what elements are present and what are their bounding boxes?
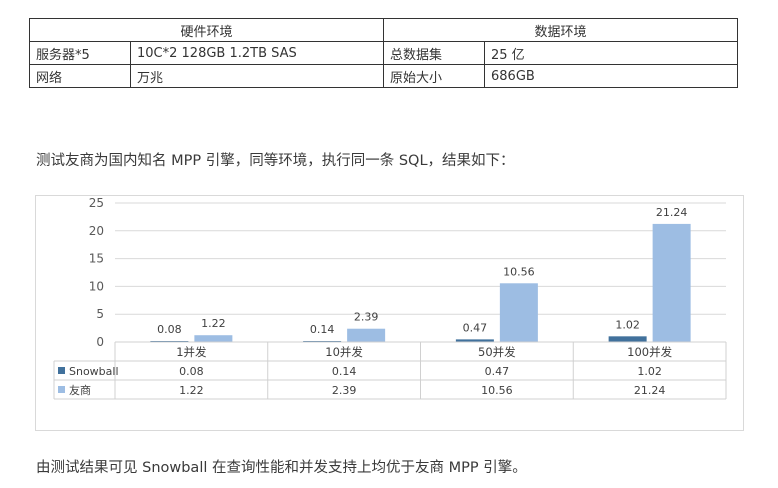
bar-value-label: 10.56 — [503, 265, 535, 278]
data-table-value: 1.02 — [637, 365, 662, 378]
y-tick-label: 25 — [89, 196, 104, 210]
raw-size-key-cell: 原始大小 — [383, 64, 485, 88]
y-tick-label: 10 — [89, 279, 104, 293]
x-category-label: 50并发 — [478, 345, 516, 359]
legend-label: 友商 — [69, 383, 91, 397]
bar-competitor — [194, 335, 233, 342]
dataset-key-cell: 总数据集 — [383, 41, 485, 65]
bar-value-label: 2.39 — [354, 311, 379, 324]
bar-snowball — [455, 339, 494, 342]
bar-competitor — [347, 328, 386, 342]
data-table-value: 21.24 — [634, 384, 666, 397]
bar-value-label: 0.14 — [310, 323, 335, 336]
y-tick-label: 20 — [89, 224, 104, 238]
y-tick-label: 5 — [96, 307, 104, 321]
conclusion-paragraph: 由测试结果可见 Snowball 在查询性能和并发支持上均优于友商 MPP 引擎… — [36, 460, 527, 476]
env-row: 服务器*5 10C*2 128GB 1.2TB SAS 总数据集 25 亿 — [29, 41, 738, 65]
chart-svg: 0 5 10 15 20 25 0.08 1.22 0.14 2.39 0.47 10.56 1.02 2… — [53, 196, 727, 400]
bar-value-label: 1.22 — [201, 317, 226, 330]
bar-snowball — [608, 336, 647, 342]
network-value-cell: 万兆 — [130, 64, 384, 88]
hardware-env-header: 硬件环境 — [29, 18, 384, 42]
legend-swatch — [58, 367, 65, 374]
bar-value-label: 1.02 — [615, 318, 640, 331]
env-header-row: 硬件环境 数据环境 — [29, 18, 738, 42]
legend-label: Snowball — [69, 365, 119, 378]
y-tick-label: 15 — [89, 252, 104, 266]
data-table-value: 0.14 — [332, 365, 357, 378]
x-category-label: 100并发 — [627, 345, 672, 359]
bar-value-label: 0.47 — [463, 321, 488, 334]
dataset-value-cell: 25 亿 — [484, 41, 738, 65]
env-row: 网络 万兆 原始大小 686GB — [29, 64, 738, 88]
intro-paragraph: 测试友商为国内知名 MPP 引擎，同等环境，执行同一条 SQL，结果如下： — [36, 153, 515, 169]
environment-table: 硬件环境 数据环境 服务器*5 10C*2 128GB 1.2TB SAS 总数… — [29, 18, 738, 88]
network-key-cell: 网络 — [29, 64, 131, 88]
bar-competitor — [499, 283, 538, 342]
bar-value-label: 21.24 — [656, 206, 688, 219]
y-tick-label: 0 — [96, 335, 104, 349]
x-category-label: 1并发 — [176, 345, 207, 359]
legend-swatch — [58, 386, 65, 393]
data-table-value: 2.39 — [332, 384, 357, 397]
benchmark-chart: 0 5 10 15 20 25 0.08 1.22 0.14 2.39 0.47 10.56 1.02 2… — [35, 195, 744, 431]
data-table-value: 10.56 — [481, 384, 513, 397]
raw-size-value-cell: 686GB — [484, 64, 738, 88]
data-table-value: 0.08 — [179, 365, 204, 378]
x-category-label: 10并发 — [325, 345, 363, 359]
server-key-cell: 服务器*5 — [29, 41, 131, 65]
server-value-cell: 10C*2 128GB 1.2TB SAS — [130, 41, 384, 65]
data-table-value: 0.47 — [485, 365, 510, 378]
bar-value-label: 0.08 — [157, 323, 182, 336]
bar-competitor — [652, 223, 691, 342]
data-env-header: 数据环境 — [383, 18, 738, 42]
data-table-value: 1.22 — [179, 384, 204, 397]
